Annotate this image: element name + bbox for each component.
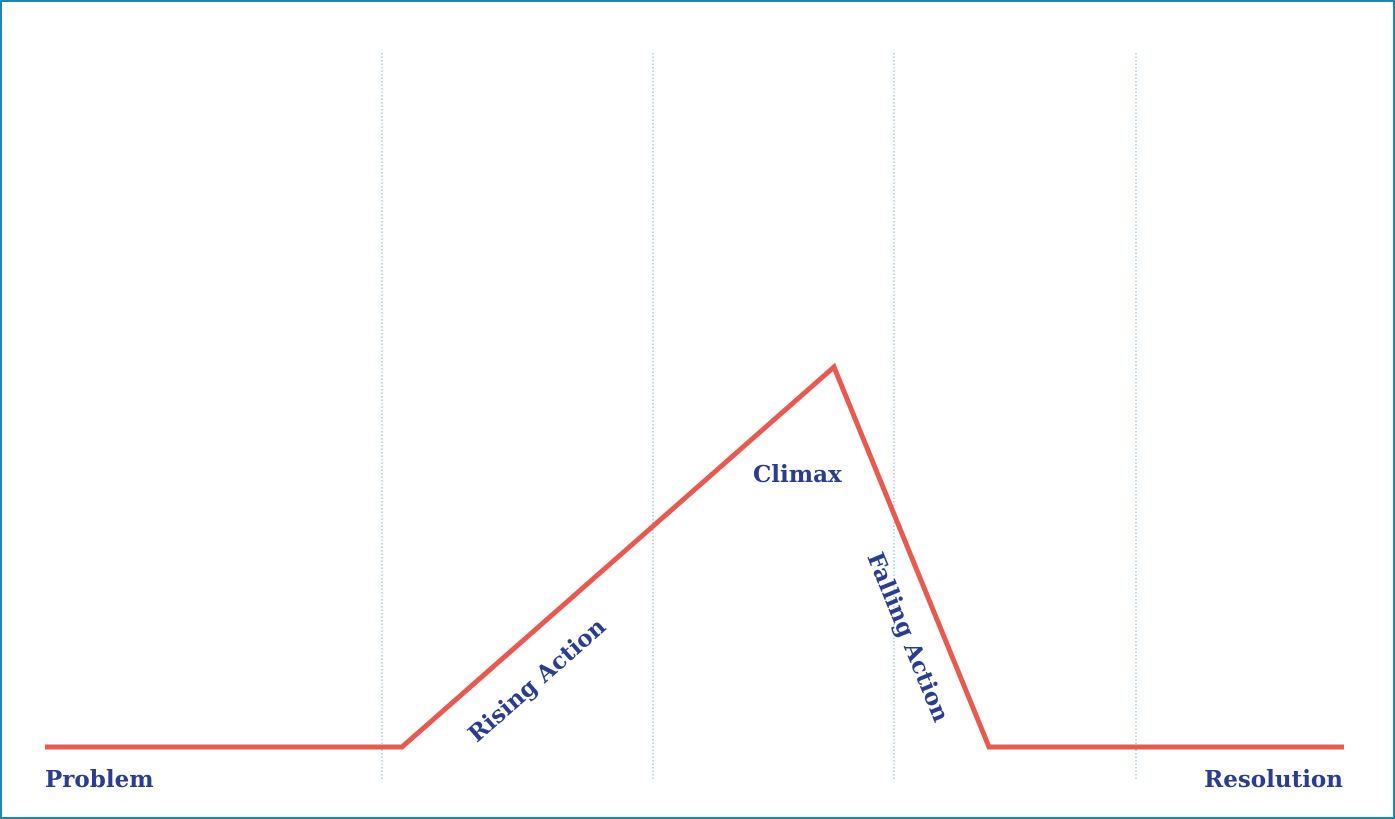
label-climax: Climax (753, 461, 842, 488)
story-arc-line (45, 362, 1344, 750)
label-problem: Problem (45, 766, 154, 793)
label-resolution: Resolution (1204, 766, 1343, 793)
label-falling-action: Falling Action (861, 549, 954, 726)
label-rising-action: Rising Action (463, 613, 611, 748)
